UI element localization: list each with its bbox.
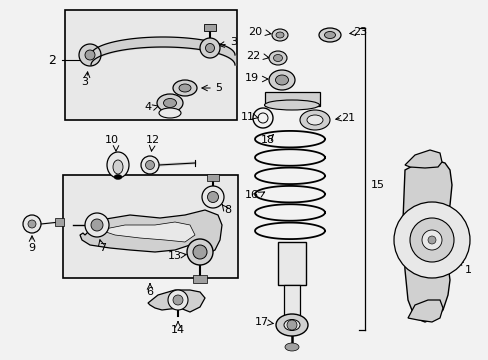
Ellipse shape (141, 156, 159, 174)
Circle shape (409, 218, 453, 262)
Ellipse shape (275, 75, 288, 85)
Ellipse shape (107, 152, 129, 178)
Text: 1: 1 (464, 265, 470, 275)
Ellipse shape (200, 38, 220, 58)
Ellipse shape (159, 108, 181, 118)
Text: 16: 16 (244, 190, 259, 200)
Ellipse shape (299, 110, 329, 130)
Ellipse shape (202, 186, 224, 208)
Text: 22: 22 (245, 51, 260, 61)
Ellipse shape (91, 219, 103, 231)
Text: 13: 13 (168, 251, 182, 261)
Text: 7: 7 (99, 243, 106, 253)
Ellipse shape (173, 80, 197, 96)
Polygon shape (402, 160, 451, 322)
Polygon shape (148, 290, 204, 312)
Text: 19: 19 (244, 73, 259, 83)
Text: 23: 23 (352, 27, 366, 37)
Polygon shape (100, 222, 195, 242)
Bar (63, 175, 238, 278)
Polygon shape (407, 300, 442, 322)
Bar (264, 92, 319, 106)
Ellipse shape (85, 50, 95, 60)
Polygon shape (80, 210, 222, 255)
Circle shape (286, 320, 296, 330)
Bar (65, 10, 237, 120)
Bar (55, 218, 64, 226)
Bar (193, 275, 206, 283)
Ellipse shape (273, 54, 282, 62)
Bar (206, 174, 219, 181)
Ellipse shape (85, 213, 109, 237)
Ellipse shape (186, 239, 213, 265)
Ellipse shape (28, 220, 36, 228)
Ellipse shape (271, 29, 287, 41)
Text: 4: 4 (144, 102, 151, 112)
Ellipse shape (275, 314, 307, 336)
Ellipse shape (179, 84, 191, 92)
Circle shape (173, 295, 183, 305)
Text: 20: 20 (247, 27, 262, 37)
Ellipse shape (268, 51, 286, 65)
Ellipse shape (207, 192, 218, 202)
Text: 2: 2 (48, 54, 56, 67)
Polygon shape (404, 150, 441, 168)
Ellipse shape (163, 99, 176, 108)
Text: 21: 21 (340, 113, 354, 123)
Text: 12: 12 (145, 135, 160, 145)
Text: 17: 17 (254, 317, 268, 327)
Ellipse shape (193, 245, 206, 259)
Text: 14: 14 (171, 325, 184, 335)
Text: 3: 3 (81, 77, 88, 87)
Bar (203, 24, 216, 31)
Ellipse shape (157, 94, 183, 112)
Text: 15: 15 (370, 180, 384, 190)
Text: 9: 9 (28, 243, 36, 253)
Bar (284, 285, 299, 320)
Ellipse shape (324, 31, 335, 39)
Circle shape (168, 290, 187, 310)
Ellipse shape (275, 32, 284, 38)
Text: 8: 8 (224, 205, 231, 215)
Text: 11: 11 (241, 112, 254, 122)
Text: 3: 3 (229, 37, 237, 47)
Ellipse shape (268, 70, 294, 90)
Bar (278, 242, 305, 285)
Text: 5: 5 (215, 83, 222, 93)
Ellipse shape (205, 44, 214, 53)
Ellipse shape (285, 343, 298, 351)
Text: 6: 6 (146, 287, 153, 297)
Ellipse shape (114, 175, 122, 180)
Circle shape (421, 230, 441, 250)
Text: 10: 10 (105, 135, 119, 145)
Ellipse shape (23, 215, 41, 233)
Ellipse shape (113, 160, 123, 174)
Ellipse shape (284, 320, 299, 330)
Ellipse shape (264, 100, 319, 110)
Circle shape (393, 202, 469, 278)
Ellipse shape (306, 115, 323, 125)
Text: 18: 18 (261, 135, 274, 145)
Ellipse shape (145, 161, 154, 170)
Ellipse shape (318, 28, 340, 42)
Ellipse shape (79, 44, 101, 66)
Circle shape (427, 236, 435, 244)
